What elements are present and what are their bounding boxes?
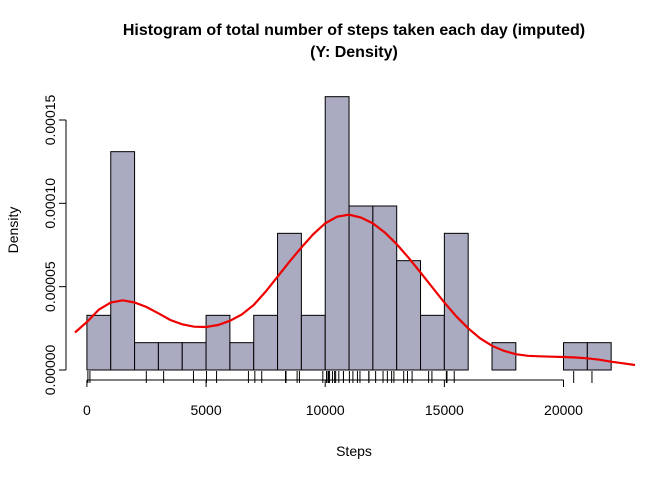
x-tick-label: 20000 [544, 402, 583, 418]
chart-subtitle: (Y: Density) [310, 44, 398, 61]
histogram-bar [110, 151, 136, 371]
x-axis-label: Steps [336, 443, 372, 459]
histogram-bar [586, 342, 612, 371]
histogram-bars [86, 96, 612, 371]
histogram-bar [253, 314, 279, 371]
histogram-bar [86, 314, 112, 371]
rug-marks [87, 371, 593, 383]
x-tick-label: 0 [83, 402, 91, 418]
histogram-bar [443, 232, 469, 371]
y-axis-label: Density [5, 207, 21, 254]
y-tick-label: 0.00015 [42, 94, 58, 145]
histogram-bar [300, 314, 326, 371]
y-tick-label: 0.00005 [42, 261, 58, 312]
x-axis-ticks: 0 5000 10000 15000 20000 [83, 380, 583, 418]
x-tick-label: 10000 [306, 402, 345, 418]
histogram-bar [396, 260, 422, 371]
y-tick-label: 0.00000 [42, 344, 58, 395]
y-tick-label: 0.00010 [42, 178, 58, 229]
histogram-bar [157, 342, 183, 371]
histogram-bar [134, 342, 159, 371]
histogram-bar [348, 205, 374, 371]
y-axis-ticks: 0.00000 0.00005 0.00010 0.00015 [42, 94, 66, 395]
chart-title: Histogram of total number of steps taken… [123, 22, 585, 39]
histogram-bar [420, 314, 445, 371]
density-curve [74, 213, 636, 367]
x-tick-label: 15000 [425, 402, 464, 418]
histogram-bar [372, 205, 398, 371]
x-tick-label: 5000 [190, 402, 221, 418]
histogram-bar [205, 314, 231, 371]
histogram-bar [324, 96, 350, 371]
histogram-bar [181, 342, 207, 371]
histogram-bar [277, 232, 302, 371]
histogram-bar [229, 342, 255, 371]
